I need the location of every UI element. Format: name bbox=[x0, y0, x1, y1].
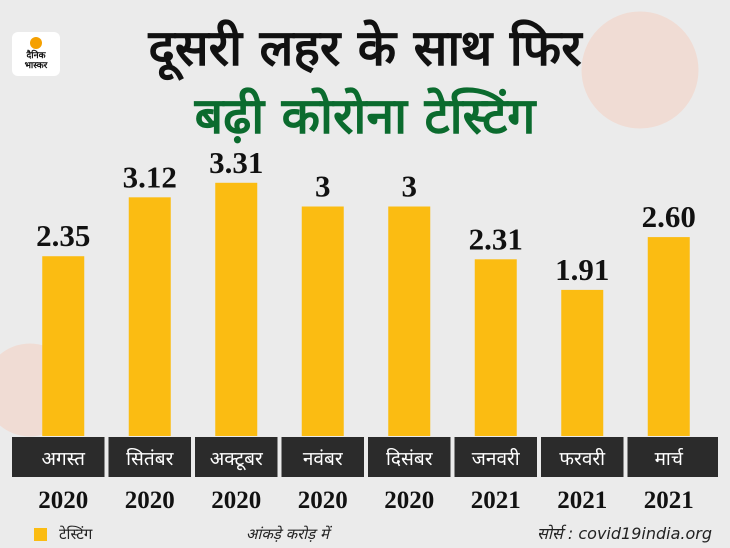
chart-title-line1: दूसरी लहर के साथ फिर bbox=[148, 19, 582, 77]
bar bbox=[561, 289, 604, 436]
year-label: 2021 bbox=[557, 487, 607, 514]
year-label: 2020 bbox=[125, 487, 175, 514]
category-label: सितंबर bbox=[126, 447, 174, 470]
category-label: नवंबर bbox=[303, 448, 344, 470]
chart-title-line2: बढ़ी कोरोना टेस्टिंग bbox=[194, 87, 536, 145]
unit-note: आंकड़े करोड़ में bbox=[246, 525, 329, 543]
value-label: 3 bbox=[315, 169, 331, 204]
category-label: दिसंबर bbox=[386, 447, 434, 470]
value-label: 3.12 bbox=[123, 159, 177, 194]
year-label: 2020 bbox=[298, 487, 348, 514]
year-label: 2021 bbox=[644, 487, 694, 514]
bar bbox=[388, 206, 431, 436]
value-label: 3.31 bbox=[209, 145, 263, 180]
bar bbox=[474, 259, 517, 436]
category-label: फरवरी bbox=[559, 447, 606, 470]
category-label: मार्च bbox=[655, 447, 684, 470]
category-label: जनवरी bbox=[472, 447, 521, 470]
value-label: 2.31 bbox=[469, 221, 523, 256]
year-label: 2020 bbox=[211, 487, 261, 514]
value-label: 2.35 bbox=[36, 218, 90, 253]
category-label: अक्टूबर bbox=[210, 448, 264, 471]
value-label: 1.91 bbox=[555, 252, 609, 287]
year-label: 2021 bbox=[471, 487, 521, 514]
bar bbox=[301, 206, 344, 436]
bar bbox=[215, 182, 258, 436]
bar bbox=[128, 197, 171, 436]
legend-label: टेस्टिंग bbox=[59, 525, 93, 543]
value-label: 2.60 bbox=[642, 199, 696, 234]
logo-sun-icon bbox=[30, 37, 42, 49]
value-label: 3 bbox=[402, 169, 418, 204]
logo-line1: दैनिक bbox=[26, 51, 46, 61]
year-label: 2020 bbox=[384, 487, 434, 514]
category-label: अगस्त bbox=[42, 448, 87, 470]
year-label: 2020 bbox=[38, 487, 88, 514]
dainik-bhaskar-logo: दैनिक भास्कर bbox=[12, 32, 60, 76]
legend: टेस्टिंग bbox=[34, 524, 92, 544]
logo-line2: भास्कर bbox=[24, 61, 48, 71]
source-note: सोर्स : covid19india.org bbox=[537, 524, 712, 543]
legend-swatch bbox=[34, 527, 47, 541]
bar bbox=[42, 256, 85, 436]
bar bbox=[647, 237, 690, 436]
